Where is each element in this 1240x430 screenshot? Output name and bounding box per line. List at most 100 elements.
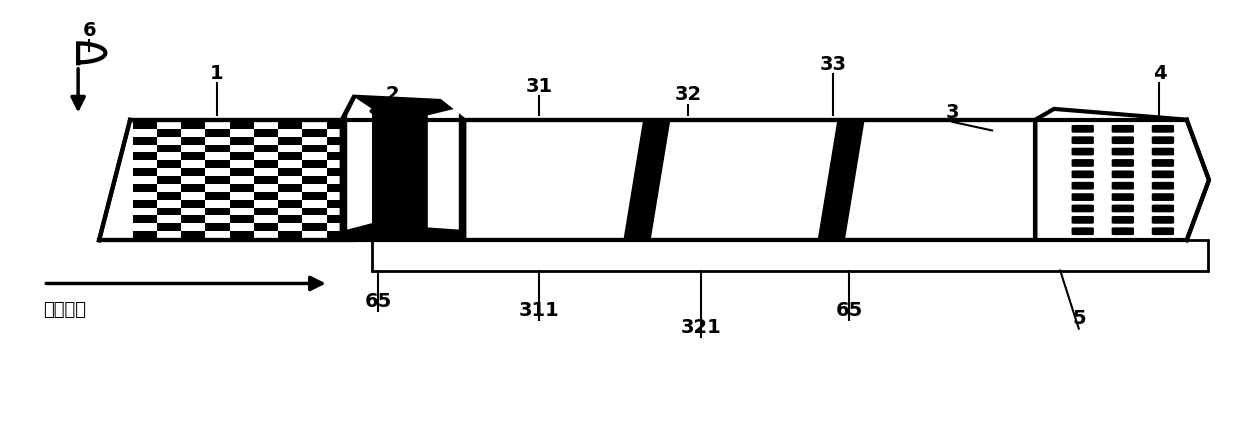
- Bar: [181, 153, 206, 161]
- Text: 33: 33: [820, 55, 847, 74]
- FancyBboxPatch shape: [1152, 194, 1174, 202]
- Bar: [229, 216, 254, 224]
- Circle shape: [376, 120, 405, 130]
- Bar: [254, 224, 278, 232]
- Text: 65: 65: [365, 292, 392, 310]
- Bar: [254, 177, 278, 184]
- Bar: [326, 232, 351, 240]
- Polygon shape: [624, 120, 671, 241]
- Bar: [206, 161, 229, 169]
- Bar: [326, 200, 351, 208]
- Bar: [181, 184, 206, 192]
- Bar: [326, 138, 351, 145]
- Bar: [133, 122, 157, 129]
- Text: 3: 3: [946, 102, 959, 121]
- Bar: [229, 122, 254, 129]
- Bar: [157, 192, 181, 200]
- FancyBboxPatch shape: [1071, 171, 1094, 179]
- Bar: [303, 161, 326, 169]
- FancyBboxPatch shape: [1071, 205, 1094, 213]
- Bar: [181, 216, 206, 224]
- Bar: [206, 208, 229, 216]
- FancyBboxPatch shape: [1152, 171, 1174, 179]
- Polygon shape: [817, 120, 864, 241]
- Text: 31: 31: [526, 77, 553, 95]
- FancyBboxPatch shape: [1111, 228, 1133, 236]
- FancyBboxPatch shape: [1071, 216, 1094, 224]
- Bar: [133, 232, 157, 240]
- Text: 32: 32: [675, 85, 702, 104]
- Bar: [206, 224, 229, 232]
- Circle shape: [388, 214, 418, 224]
- Bar: [278, 138, 303, 145]
- Polygon shape: [1035, 110, 1209, 247]
- Bar: [206, 129, 229, 138]
- Bar: [133, 169, 157, 177]
- Bar: [254, 161, 278, 169]
- Bar: [133, 200, 157, 208]
- Text: 321: 321: [681, 317, 720, 336]
- Bar: [453, 120, 1035, 241]
- FancyBboxPatch shape: [1071, 182, 1094, 190]
- Polygon shape: [78, 44, 105, 66]
- Bar: [278, 232, 303, 240]
- Bar: [303, 129, 326, 138]
- Bar: [254, 208, 278, 216]
- FancyBboxPatch shape: [1071, 194, 1094, 202]
- Bar: [303, 177, 326, 184]
- Text: 层析方向: 层析方向: [43, 301, 87, 319]
- Bar: [303, 192, 326, 200]
- Bar: [229, 138, 254, 145]
- Text: 4: 4: [1153, 64, 1166, 83]
- Bar: [206, 192, 229, 200]
- Text: 5: 5: [1073, 309, 1085, 328]
- Bar: [326, 122, 351, 129]
- Bar: [181, 200, 206, 208]
- Polygon shape: [428, 109, 459, 230]
- Polygon shape: [99, 120, 353, 241]
- FancyBboxPatch shape: [1111, 126, 1133, 133]
- Bar: [157, 145, 181, 153]
- Bar: [157, 208, 181, 216]
- FancyBboxPatch shape: [1071, 160, 1094, 167]
- FancyBboxPatch shape: [1071, 148, 1094, 156]
- Bar: [278, 153, 303, 161]
- Bar: [133, 153, 157, 161]
- Bar: [254, 129, 278, 138]
- FancyBboxPatch shape: [1152, 160, 1174, 167]
- Bar: [254, 192, 278, 200]
- Text: 65: 65: [836, 300, 863, 319]
- Bar: [157, 129, 181, 138]
- Bar: [278, 216, 303, 224]
- Bar: [133, 216, 157, 224]
- Bar: [157, 224, 181, 232]
- FancyBboxPatch shape: [1071, 126, 1094, 133]
- Bar: [229, 184, 254, 192]
- Bar: [229, 232, 254, 240]
- Bar: [133, 138, 157, 145]
- FancyBboxPatch shape: [1152, 126, 1174, 133]
- Bar: [229, 169, 254, 177]
- Bar: [229, 200, 254, 208]
- Bar: [326, 216, 351, 224]
- Bar: [229, 153, 254, 161]
- FancyBboxPatch shape: [1152, 182, 1174, 190]
- Text: 2: 2: [386, 85, 398, 104]
- Bar: [181, 169, 206, 177]
- Polygon shape: [341, 97, 465, 241]
- FancyBboxPatch shape: [1111, 205, 1133, 213]
- FancyBboxPatch shape: [1071, 137, 1094, 145]
- Bar: [278, 169, 303, 177]
- Bar: [303, 208, 326, 216]
- Bar: [254, 145, 278, 153]
- Text: 6: 6: [83, 21, 95, 40]
- Bar: [278, 200, 303, 208]
- Bar: [206, 145, 229, 153]
- Bar: [372, 241, 1208, 271]
- Bar: [326, 169, 351, 177]
- FancyBboxPatch shape: [1111, 216, 1133, 224]
- FancyBboxPatch shape: [1152, 137, 1174, 145]
- Bar: [133, 184, 157, 192]
- FancyBboxPatch shape: [1111, 182, 1133, 190]
- Bar: [181, 232, 206, 240]
